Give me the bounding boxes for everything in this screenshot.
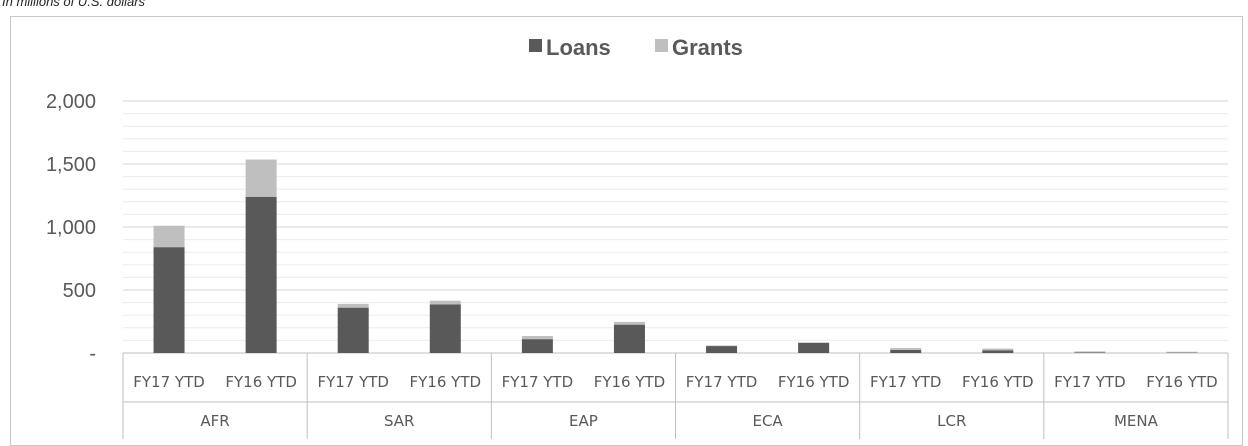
legend-swatch-grants	[655, 39, 668, 52]
y-tick-label: 500	[63, 280, 96, 302]
x-tick-label: FY17 YTD	[133, 373, 205, 391]
bar-loans	[154, 247, 185, 353]
y-tick-label: -	[89, 343, 96, 365]
legend-swatch-loans	[529, 39, 542, 52]
bar-grants	[430, 301, 461, 305]
group-label: ECA	[752, 412, 783, 430]
x-tick-label: FY17 YTD	[317, 373, 389, 391]
bar-loans	[430, 304, 461, 353]
bar-loans	[246, 197, 277, 353]
bar-loans	[982, 350, 1013, 353]
bar-grants	[1166, 352, 1197, 353]
x-tick-label: FY16 YTD	[410, 373, 482, 391]
y-axis: - 500 1,000 1,500 2,000	[46, 91, 96, 365]
bar-loans	[890, 350, 921, 353]
bar-grants	[1074, 351, 1105, 352]
x-axis: FY17 YTD FY16 YTD FY17 YTD FY16 YTD FY17 YTD…	[123, 353, 1228, 439]
x-tick-label: FY17 YTD	[686, 373, 758, 391]
y-tick-label: 1,000	[46, 217, 96, 239]
bar-grants	[706, 345, 737, 346]
legend-label-grants: Grants	[672, 35, 743, 60]
x-tick-label: FY17 YTD	[870, 373, 942, 391]
legend-label-loans: Loans	[546, 35, 611, 60]
x-tick-label: FY16 YTD	[778, 373, 850, 391]
bar-loans	[338, 308, 369, 353]
group-label: MENA	[1114, 412, 1159, 430]
bar-loans	[1074, 352, 1105, 353]
bar-grants	[338, 304, 369, 308]
bar-loans	[706, 346, 737, 353]
group-label: AFR	[200, 412, 229, 430]
bar-loans	[522, 339, 553, 353]
bar-grants	[982, 349, 1013, 351]
bar-loans	[614, 325, 645, 353]
x-tick-label: FY16 YTD	[1146, 373, 1218, 391]
bars	[154, 160, 1198, 353]
bar-grants	[890, 348, 921, 350]
x-tick-label: FY17 YTD	[1054, 373, 1126, 391]
gridlines	[123, 101, 1228, 353]
legend: Loans Grants	[529, 35, 743, 60]
group-label: SAR	[384, 412, 414, 430]
bar-grants	[154, 226, 185, 247]
bar-grants	[614, 322, 645, 325]
bar-grants	[522, 336, 553, 339]
x-tick-label: FY16 YTD	[962, 373, 1034, 391]
bar-grants	[798, 342, 829, 343]
x-tick-label: FY16 YTD	[594, 373, 666, 391]
bar-grants	[246, 160, 277, 197]
y-tick-label: 1,500	[46, 154, 96, 176]
x-tick-label: FY16 YTD	[225, 373, 297, 391]
x-tick-label: FY17 YTD	[502, 373, 574, 391]
bar-loans	[798, 343, 829, 353]
group-label: EAP	[569, 412, 598, 430]
group-label: LCR	[937, 412, 966, 430]
y-tick-label: 2,000	[46, 91, 96, 113]
